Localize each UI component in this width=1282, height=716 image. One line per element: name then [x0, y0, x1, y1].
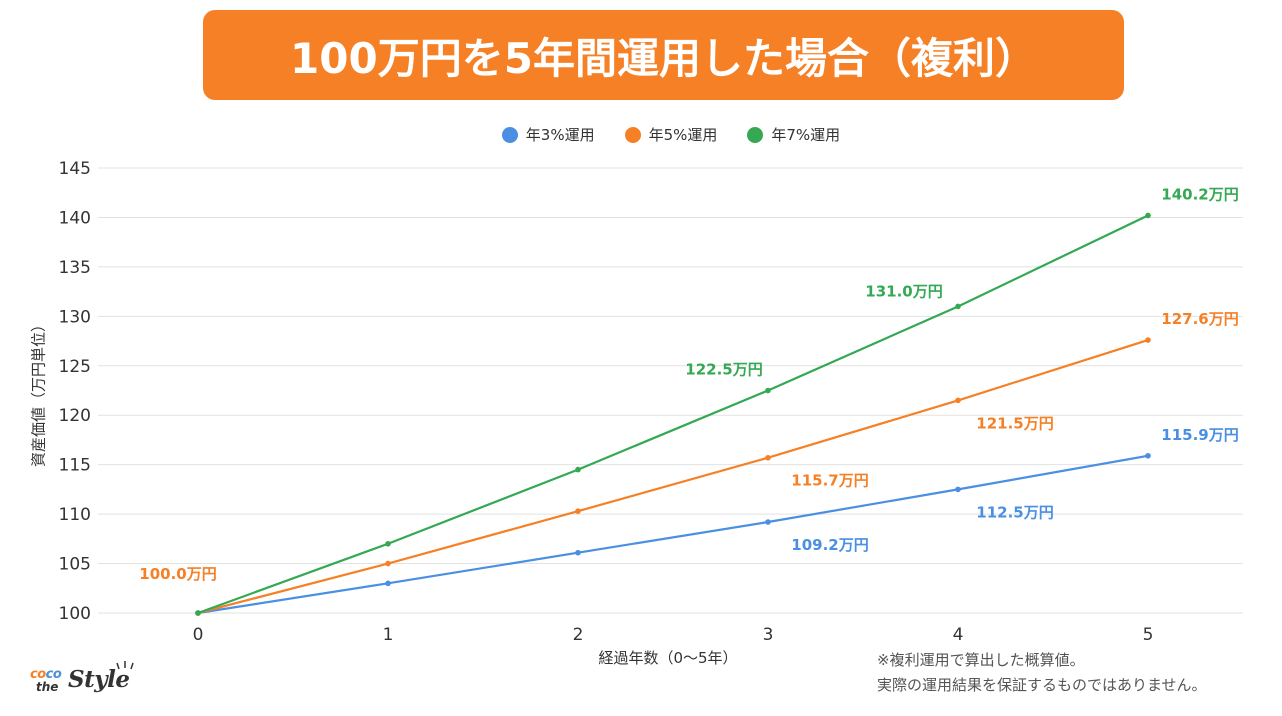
y-tick-label: 145	[59, 159, 91, 179]
series-line-1	[197, 339, 1149, 615]
data-point	[1145, 452, 1151, 459]
legend-marker-icon	[501, 126, 518, 143]
footnote-line-1: ※複利運用で算出した概算値。	[877, 651, 1085, 669]
data-label: 100.0万円	[139, 565, 216, 583]
footnote-line-2: 実際の運用結果を保証するものではありません。	[877, 676, 1207, 694]
series-line-2	[197, 214, 1149, 615]
y-tick-label: 120	[59, 406, 91, 426]
data-point	[195, 610, 201, 616]
data-label: 131.0万円	[865, 282, 942, 300]
data-point	[385, 580, 391, 587]
x-tick-label: 4	[953, 625, 964, 645]
data-label: 140.2万円	[1161, 185, 1238, 203]
title-banner: 100万円を5年間運用した場合（複利）	[203, 10, 1124, 100]
series-line-0	[197, 454, 1149, 615]
data-point	[575, 549, 581, 556]
y-tick-label: 135	[59, 258, 91, 278]
logo-coco: coco	[30, 667, 62, 682]
x-tick-label: 5	[1143, 625, 1154, 645]
legend-marker-icon	[747, 126, 764, 143]
y-tick-label: 110	[59, 505, 91, 525]
data-point	[765, 454, 771, 461]
chart-title: 100万円を5年間運用した場合（複利）	[290, 33, 1037, 83]
logo-the: the	[36, 680, 59, 694]
logo-style: Style	[68, 666, 130, 693]
legend-label: 年7%運用	[771, 126, 841, 144]
data-point	[955, 397, 961, 404]
legend-item-3pct: 年3%運用	[501, 124, 595, 145]
y-tick-label: 130	[59, 307, 91, 327]
data-label: 115.7万円	[791, 472, 868, 490]
data-point	[765, 519, 771, 525]
data-point	[575, 508, 581, 514]
y-tick-label: 125	[59, 357, 91, 377]
footnote: ※複利運用で算出した概算値。 実際の運用結果を保証するものではありません。	[877, 648, 1207, 698]
data-label: 112.5万円	[976, 503, 1053, 521]
data-point	[385, 560, 391, 567]
data-label: 127.6万円	[1161, 310, 1238, 328]
data-point	[955, 303, 961, 310]
sparkle-icon	[116, 661, 134, 670]
data-point	[385, 540, 391, 547]
y-tick-label: 100	[59, 604, 91, 624]
legend-label: 年5%運用	[648, 126, 718, 144]
y-tick-label: 105	[59, 555, 91, 575]
data-point	[1145, 337, 1151, 343]
data-point	[575, 466, 581, 473]
y-tick-label: 140	[59, 208, 91, 228]
x-tick-label: 3	[763, 625, 774, 645]
legend-label: 年3%運用	[525, 126, 595, 144]
legend-item-5pct: 年5%運用	[624, 124, 718, 145]
data-label: 121.5万円	[976, 414, 1053, 432]
data-label: 122.5万円	[685, 361, 762, 379]
legend-item-7pct: 年7%運用	[747, 124, 840, 145]
y-axis-label: 資産価値（万円単位）	[29, 316, 48, 468]
data-point	[765, 387, 771, 394]
data-point	[1145, 212, 1151, 219]
data-point	[955, 486, 961, 493]
x-tick-label: 2	[573, 625, 584, 645]
x-tick-label: 1	[383, 625, 394, 645]
y-tick-label: 115	[59, 456, 91, 476]
brand-logo: coco the Style	[30, 661, 142, 698]
legend-marker-icon	[624, 126, 641, 143]
data-label: 115.9万円	[1161, 426, 1238, 444]
data-label: 109.2万円	[791, 536, 868, 554]
x-axis-label: 経過年数（0〜5年）	[598, 649, 738, 667]
x-tick-label: 0	[193, 625, 204, 645]
legend: 年3%運用 年5%運用 年7%運用	[0, 124, 1282, 145]
